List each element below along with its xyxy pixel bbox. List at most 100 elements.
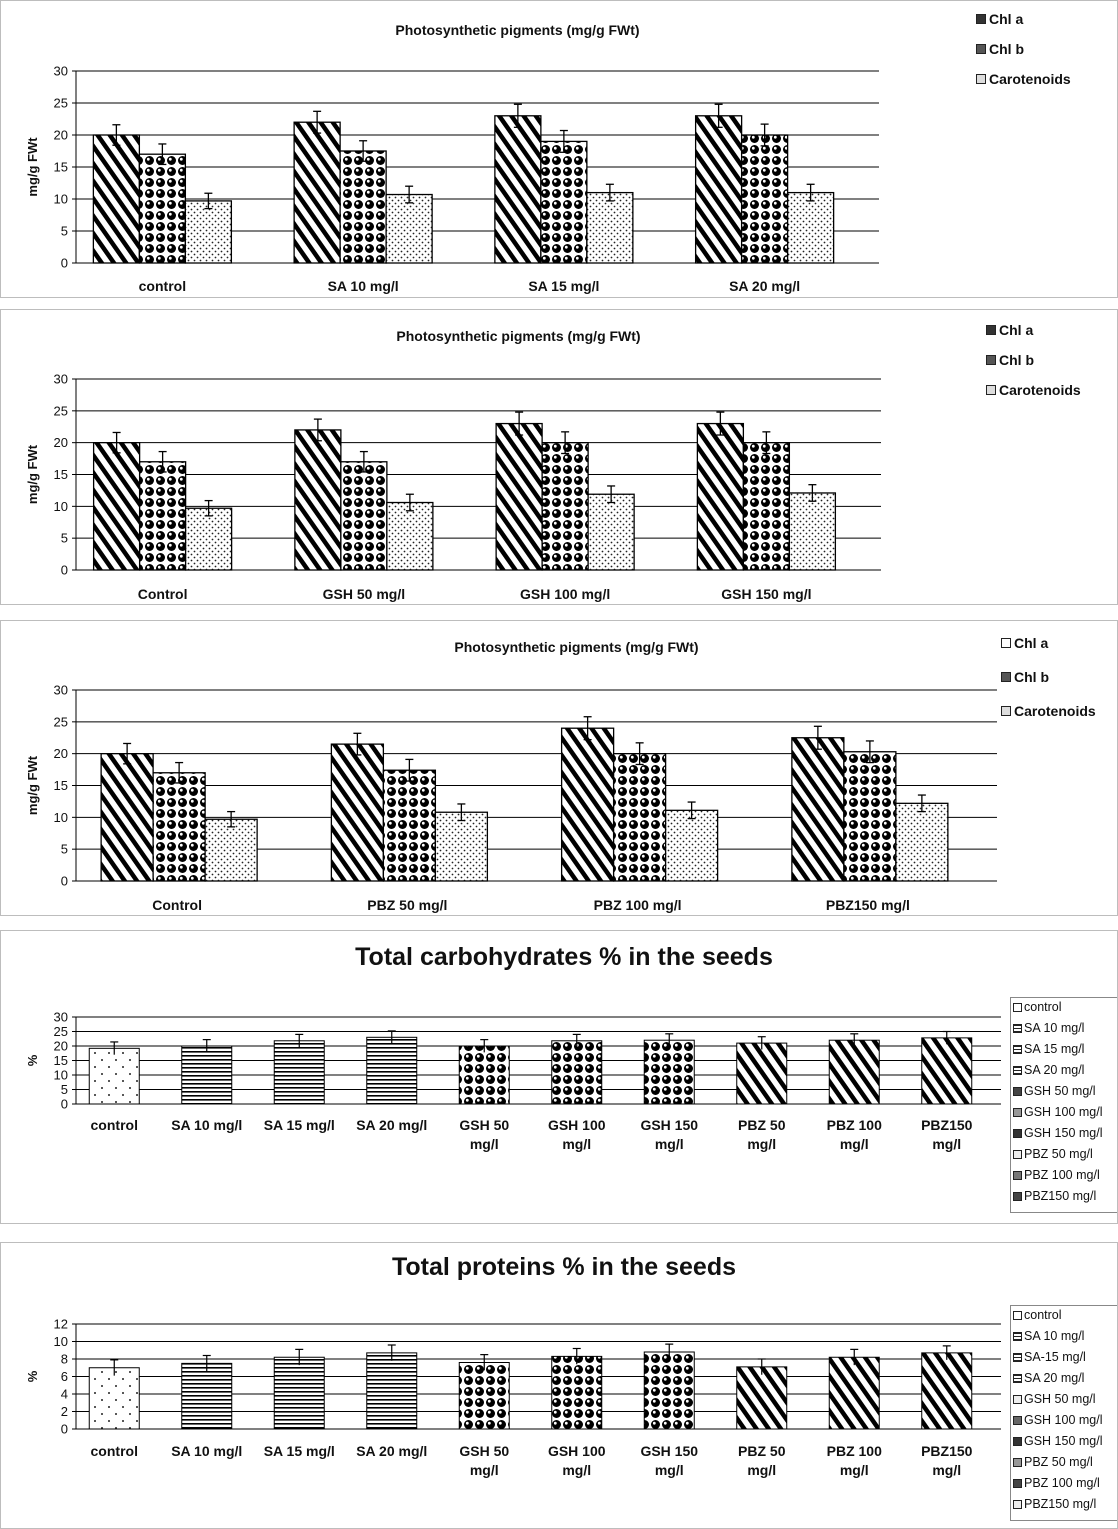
bar-chl-a-sa-10-mg-l — [293, 121, 341, 264]
bar-sa-10-mg-l — [181, 1362, 233, 1430]
pigments-gsh-chart: 0 5 10 15 20 25 30 Photosynthetic pigments (mg/… — [25, 328, 881, 602]
legend-swatch — [1013, 1500, 1022, 1509]
y-axis-label: % — [25, 1054, 40, 1066]
category-label: mg/l — [655, 1136, 684, 1152]
y-tick-label: 0 — [61, 1422, 68, 1437]
legend-entry-chl-a: Chl a — [986, 322, 1081, 352]
bar-gsh-100-mg-l — [551, 1040, 603, 1105]
legend-entry: control — [1013, 1308, 1117, 1329]
bar-chl-b-pbz-50-mg-l — [382, 769, 437, 882]
category-label: SA 10 mg/l — [171, 1443, 242, 1459]
bar-chl-a-gsh-50-mg-l — [294, 429, 342, 571]
bar-sa-10-mg-l — [181, 1045, 233, 1105]
legend-label: SA 20 mg/l — [1024, 1063, 1085, 1077]
bar-carotenoids-control — [184, 200, 233, 264]
pigments-sa-chart: 0 5 10 15 20 25 30 Photosynthetic pigments (mg/… — [25, 22, 879, 294]
bar-sa-20-mg-l — [366, 1352, 418, 1430]
bar-carotenoids-sa-20-mg-l — [786, 191, 835, 264]
y-tick-label: 25 — [54, 403, 68, 418]
bar-chl-b-gsh-100-mg-l — [541, 442, 589, 571]
legend-entry-carotenoids: Carotenoids — [986, 382, 1081, 412]
legend-label: Carotenoids — [999, 382, 1081, 398]
y-tick-label: 20 — [54, 128, 68, 143]
legend-label: GSH 150 mg/l — [1024, 1126, 1103, 1140]
legend-label: SA 15 mg/l — [1024, 1042, 1085, 1056]
pigments-gsh-panel: 0 5 10 15 20 25 30 Photosynthetic pigments (mg/… — [0, 309, 1118, 605]
y-axis-label: mg/g FWt — [25, 444, 40, 504]
legend-label: Chl a — [989, 11, 1024, 27]
legend-entry-carotenoids: Carotenoids — [976, 71, 1071, 101]
y-tick-label: 5 — [61, 224, 68, 239]
legend-label: SA-15 mg/l — [1024, 1350, 1086, 1364]
bar-pbz150-mg-l — [921, 1037, 973, 1105]
y-tick-label: 25 — [54, 1024, 68, 1039]
category-label: PBZ150 — [921, 1117, 973, 1133]
y-tick-label: 15 — [54, 467, 68, 482]
bar-carotenoids-control — [204, 818, 258, 882]
category-label: Control — [138, 586, 188, 602]
legend-swatch — [1013, 1479, 1022, 1488]
category-label: SA 15 mg/l — [528, 278, 599, 294]
pigments-pbz-panel: 0 5 10 15 20 25 30 Photosynthetic pigments (mg/… — [0, 620, 1118, 916]
legend-swatch — [1013, 1066, 1022, 1075]
chart-title: Photosynthetic pigments (mg/g FWt) — [395, 22, 639, 38]
carotenoids-swatch — [986, 385, 996, 395]
bar-gsh-50-mg-l — [458, 1362, 510, 1430]
bar-control — [88, 1047, 140, 1105]
category-label: mg/l — [655, 1462, 684, 1478]
category-label: GSH 50 — [459, 1117, 509, 1133]
legend-entry: GSH 50 mg/l — [1013, 1084, 1117, 1105]
legend-label: SA 10 mg/l — [1024, 1021, 1085, 1035]
bar-pbz-100-mg-l — [828, 1356, 880, 1430]
y-tick-label: 12 — [54, 1317, 68, 1332]
chl-a-swatch — [986, 325, 996, 335]
bar-carotenoids-sa-10-mg-l — [385, 193, 433, 264]
legend-entry: GSH 100 mg/l — [1013, 1105, 1117, 1126]
legend-entry: SA 15 mg/l — [1013, 1042, 1117, 1063]
category-label: control — [91, 1117, 138, 1133]
category-label: mg/l — [840, 1462, 869, 1478]
legend-label: GSH 100 mg/l — [1024, 1413, 1103, 1427]
legend-swatch — [1013, 1311, 1022, 1320]
y-tick-label: 0 — [61, 874, 68, 889]
chl-b-swatch — [986, 355, 996, 365]
category-label: PBZ 100 — [827, 1117, 882, 1133]
category-label: GSH 150 mg/l — [721, 586, 811, 602]
bar-sa-20-mg-l — [366, 1036, 418, 1105]
y-tick-label: 10 — [54, 1068, 68, 1083]
bar-pbz150-mg-l — [921, 1352, 973, 1430]
y-tick-label: 30 — [54, 372, 68, 387]
category-label: mg/l — [562, 1136, 591, 1152]
bar-chl-a-sa-15-mg-l — [494, 115, 542, 264]
legend-entry: PBZ 50 mg/l — [1013, 1455, 1117, 1476]
y-axis-label: mg/g FWt — [25, 137, 40, 197]
category-label: PBZ 50 — [738, 1117, 786, 1133]
legend-label: Chl b — [999, 352, 1034, 368]
legend-label: SA 20 mg/l — [1024, 1371, 1085, 1385]
category-label: PBZ 100 mg/l — [594, 897, 682, 913]
y-tick-label: 8 — [61, 1352, 68, 1367]
category-label: SA 20 mg/l — [356, 1443, 427, 1459]
pigments-pbz-legend: Chl a Chl b Carotenoids — [1001, 635, 1096, 737]
carbohydrates-panel: 0 5 10 15 20 25 30% control SA 10 mg/l SA 15 mg/l… — [0, 930, 1118, 1224]
category-label: SA 10 mg/l — [328, 278, 399, 294]
y-tick-label: 15 — [54, 778, 68, 793]
legend-swatch — [1013, 1087, 1022, 1096]
bar-control — [88, 1367, 140, 1430]
pigments-sa-panel: 0 5 10 15 20 25 30 Photosynthetic pigments (mg/… — [0, 0, 1118, 298]
bar-chl-a-pbz-50-mg-l — [330, 743, 385, 882]
category-label: GSH 150 — [640, 1443, 698, 1459]
chl-b-swatch — [1001, 672, 1011, 682]
bar-chl-a-sa-20-mg-l — [694, 115, 743, 264]
legend-entry-chl-a: Chl a — [1001, 635, 1096, 669]
legend-entry: SA 10 mg/l — [1013, 1329, 1117, 1350]
legend-entry: GSH 150 mg/l — [1013, 1126, 1117, 1147]
legend-label: control — [1024, 1000, 1062, 1014]
chart-title: Photosynthetic pigments (mg/g FWt) — [454, 639, 698, 655]
legend-entry: SA 20 mg/l — [1013, 1371, 1117, 1392]
legend-entry-chl-b: Chl b — [986, 352, 1081, 382]
legend-swatch — [1013, 1353, 1022, 1362]
legend-entry: PBZ 100 mg/l — [1013, 1476, 1117, 1497]
bar-chl-a-pbz150-mg-l — [791, 737, 845, 882]
chart-title: Photosynthetic pigments (mg/g FWt) — [396, 328, 640, 344]
